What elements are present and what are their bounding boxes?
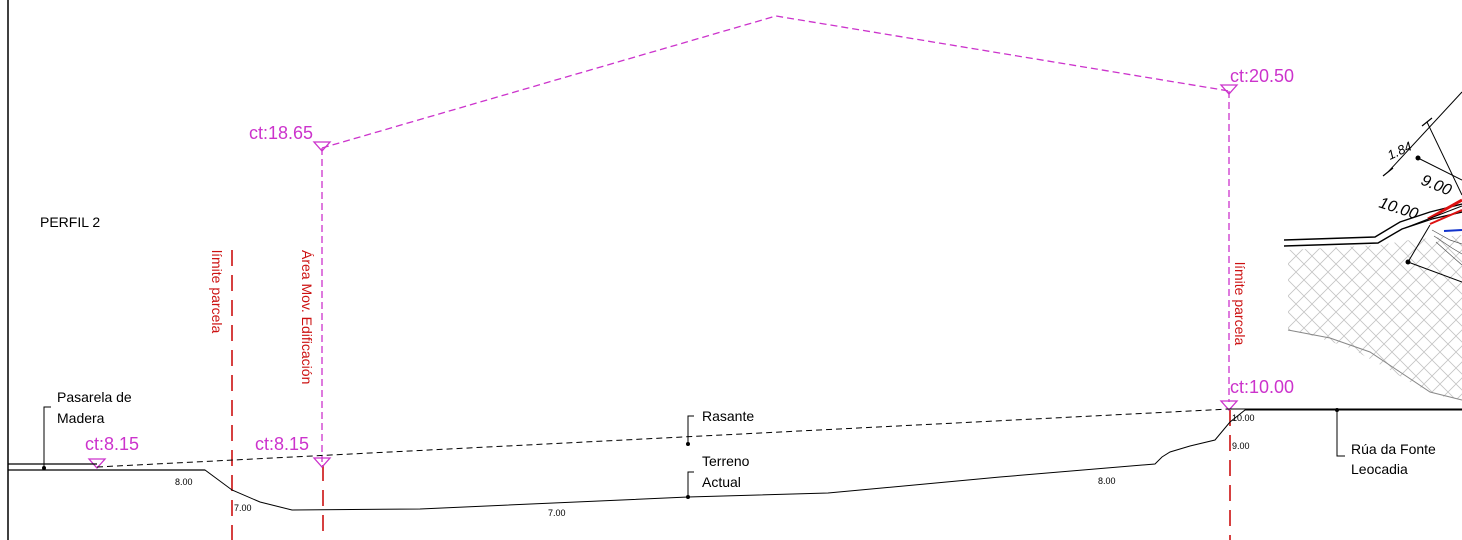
terrain-leader xyxy=(687,471,694,497)
boundary-left-label: límite parcela xyxy=(209,250,225,333)
level-top-left: ct:18.65 xyxy=(249,123,313,143)
detail-blue-edge xyxy=(1443,229,1462,232)
street-leader-dot xyxy=(1335,408,1339,412)
grade-line xyxy=(96,408,1230,468)
detail-dot-2 xyxy=(1405,259,1411,265)
building-envelope xyxy=(321,15,1230,149)
profile-title: PERFIL 2 xyxy=(40,214,100,230)
detail-red-edge xyxy=(1427,198,1462,221)
level-marker-base-left xyxy=(312,457,332,468)
detail-road-top xyxy=(1283,203,1462,241)
detail-dim-line-4 xyxy=(1404,205,1462,229)
level-marker-top-right xyxy=(1219,84,1239,95)
terrain-leader-dot xyxy=(686,495,690,499)
detail-ground-line xyxy=(1287,329,1462,401)
contour-700-mid: 7.00 xyxy=(548,508,566,518)
street-label-1: Rúa da Fonte xyxy=(1351,441,1436,457)
grade-leader-dot xyxy=(686,442,690,446)
street-leader xyxy=(1336,410,1345,457)
detail-dim-900: 9.00 xyxy=(1419,172,1454,199)
walkway-label-1: Pasarela de xyxy=(57,389,132,405)
contour-900: 9.00 xyxy=(1232,441,1250,451)
grade-label: Rasante xyxy=(702,408,754,424)
boundary-right-label: límite parcela xyxy=(1232,262,1248,345)
street-label-2: Leocadia xyxy=(1351,461,1408,477)
walkway-label-2: Madera xyxy=(57,410,105,426)
detail-hatch-area xyxy=(1288,235,1462,400)
contour-800-left: 8.00 xyxy=(175,477,193,487)
contour-800-right: 8.00 xyxy=(1098,476,1116,486)
terrain-line xyxy=(8,409,1462,511)
detail-tick-1 xyxy=(1382,117,1433,177)
detail-contour-3 xyxy=(1435,241,1462,266)
level-top-right: ct:20.50 xyxy=(1230,66,1294,86)
detail-road-bottom xyxy=(1283,211,1462,247)
detail-dim-line-3 xyxy=(1426,121,1462,196)
detail-dim-line-5 xyxy=(1407,261,1462,283)
level-walkway: ct:8.15 xyxy=(85,434,139,454)
contour-1000: 10.00 xyxy=(1232,413,1255,423)
detail-contour-2 xyxy=(1433,235,1462,255)
level-base-left: ct:8.15 xyxy=(255,434,309,454)
detail-contour-1 xyxy=(1431,229,1462,245)
detail-dim-1000: 10.00 xyxy=(1377,195,1420,224)
contour-700-left: 7.00 xyxy=(234,503,252,513)
level-marker-top-left xyxy=(312,141,332,152)
detail-dot-1 xyxy=(1415,155,1421,161)
walkway-leader xyxy=(43,406,51,468)
level-marker-right xyxy=(1219,400,1239,411)
terrain-label-2: Actual xyxy=(702,474,741,490)
level-right: ct:10.00 xyxy=(1230,377,1294,397)
grade-leader xyxy=(687,415,694,444)
building-area-label: Área Mov. Edificación xyxy=(299,250,315,384)
walkway-leader-dot xyxy=(42,466,46,470)
detail-red-edge-2 xyxy=(1429,209,1462,225)
terrain-label-1: Terreno xyxy=(702,453,750,469)
detail-dim-line-1 xyxy=(1387,91,1462,173)
detail-dim-line-2 xyxy=(1417,157,1462,181)
detail-dim-line-6 xyxy=(1407,224,1431,263)
